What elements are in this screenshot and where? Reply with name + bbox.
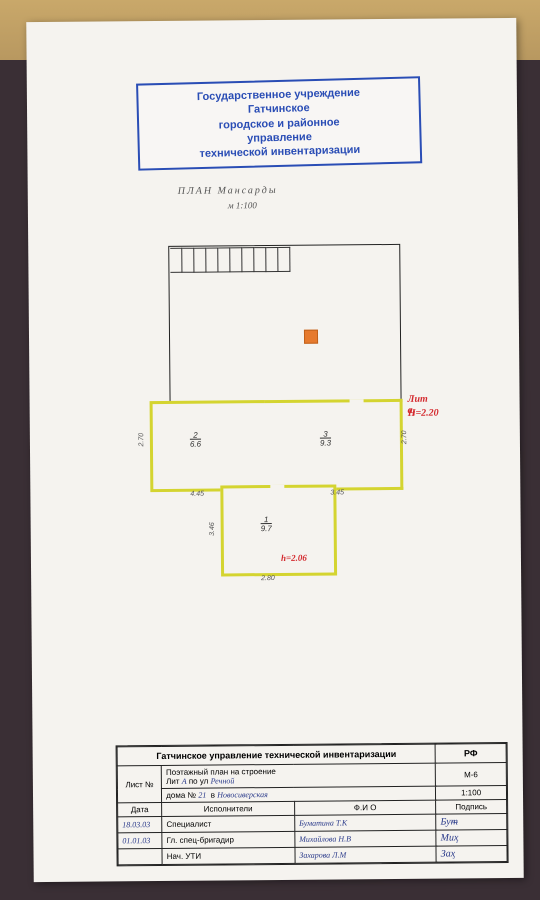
door-gap: [270, 485, 284, 491]
room-3: [265, 399, 404, 491]
stairs-icon: [170, 247, 290, 273]
title-block: Гатчинское управление технической инвент…: [116, 742, 509, 866]
room-2: [150, 400, 272, 492]
room-1: [220, 484, 337, 576]
role-cell: Специалист: [162, 815, 295, 832]
date-header: Дата: [118, 803, 162, 817]
dimension: 2.70: [401, 431, 408, 445]
door-gap: [263, 441, 269, 455]
list-label: Лист №: [117, 766, 162, 803]
signature-cell: Буᵯ: [436, 813, 507, 830]
plan-scale: м 1:100: [228, 200, 257, 210]
name-cell: Захарова Л.М: [295, 846, 437, 863]
fio-header: Ф.И О: [294, 800, 436, 815]
scale-value: 1:100: [436, 785, 507, 800]
height-annotation: h=2.06: [281, 553, 307, 563]
dimension: 2.80: [261, 575, 275, 582]
sign-header: Подпись: [436, 799, 507, 814]
room-label: 26.6: [190, 431, 201, 449]
date-cell: 01.01.03: [118, 833, 162, 849]
door-gap: [350, 399, 364, 405]
rf-label: РФ: [435, 743, 506, 763]
exec-header: Исполнители: [162, 801, 295, 816]
room-label: 39.3: [320, 430, 331, 448]
name-cell: Михайлова Н.В: [295, 830, 437, 847]
dimension: 3.46: [209, 522, 216, 536]
floor-plan-drawing: 26.6 39.3 19.7 4.45 3.45 2.70 2.70 2.80 …: [148, 244, 431, 586]
dimension: 4.45: [190, 491, 204, 498]
date-cell: 18.03.03: [118, 817, 162, 833]
document-page: Государственное учреждение Гатчинское го…: [26, 18, 523, 882]
dimension: 3.45: [330, 489, 344, 496]
chimney-marker: [304, 330, 318, 344]
desc-row: Поэтажный план на строение Лит А по ул Р…: [161, 763, 435, 788]
room-label: 19.7: [261, 515, 272, 533]
signature-cell: Миᶍ: [436, 829, 507, 846]
dimension: 2.70: [138, 433, 145, 447]
form-code: М-6: [435, 762, 506, 786]
name-cell: Буматина Т.К: [294, 814, 436, 831]
signature-cell: Заᶍ: [436, 845, 507, 862]
date-cell: [118, 848, 162, 864]
height-annotation: H=2.20: [408, 408, 439, 419]
plan-title: ПЛАН Мансарды: [178, 185, 278, 197]
official-stamp: Государственное учреждение Гатчинское го…: [136, 76, 422, 171]
role-cell: Гл. спец-бригадир: [162, 831, 295, 848]
role-cell: Нач. УТИ: [162, 847, 295, 864]
